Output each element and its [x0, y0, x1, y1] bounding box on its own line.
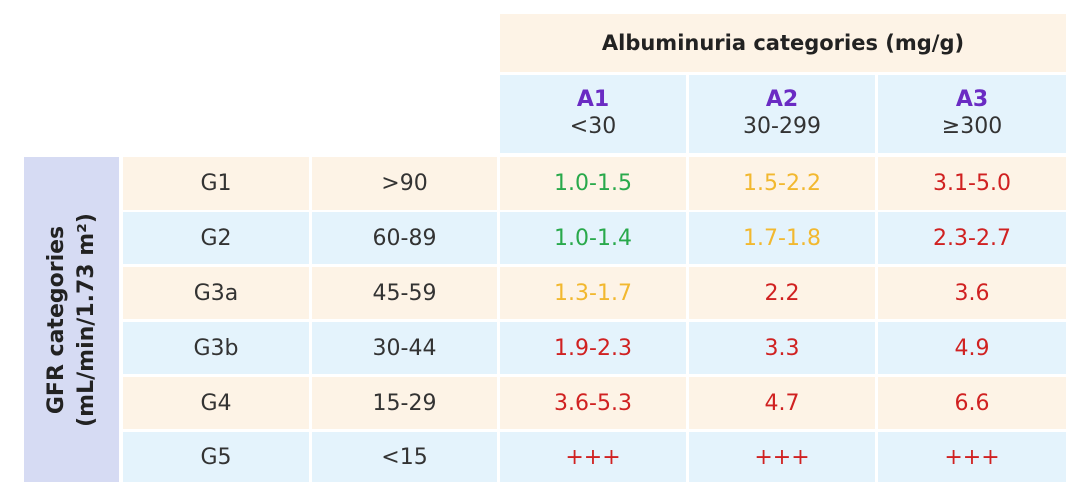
risk-value-cell: 2.3-2.7 — [878, 212, 1066, 264]
risk-value-cell: 3.6-5.3 — [500, 377, 686, 429]
risk-value-cell: +++ — [500, 432, 686, 482]
gfr-category-cell: G4 — [123, 377, 309, 429]
gfr-range-cell: 15-29 — [312, 377, 497, 429]
column-header-a2: A2 30-299 — [689, 75, 875, 153]
gfr-range-cell: 30-44 — [312, 322, 497, 374]
risk-value-cell: 1.9-2.3 — [500, 322, 686, 374]
risk-value-cell: +++ — [878, 432, 1066, 482]
risk-value-cell: 1.0-1.4 — [500, 212, 686, 264]
column-code: A3 — [955, 87, 989, 112]
gfr-range-cell: >90 — [312, 157, 497, 210]
risk-value-cell: 1.7-1.8 — [689, 212, 875, 264]
gfr-title-line1: GFR categories — [43, 225, 69, 414]
risk-value-cell: 3.1-5.0 — [878, 157, 1066, 210]
gfr-category-cell: G2 — [123, 212, 309, 264]
gfr-range-cell: <15 — [312, 432, 497, 482]
gfr-category-cell: G1 — [123, 157, 309, 210]
gfr-categories-label: GFR categories (mL/min/1.73 m²) — [42, 213, 102, 427]
risk-value-cell: 1.3-1.7 — [500, 267, 686, 319]
risk-value-cell: 3.3 — [689, 322, 875, 374]
column-code: A1 — [576, 87, 610, 112]
gfr-range-cell: 60-89 — [312, 212, 497, 264]
gfr-range-cell: 45-59 — [312, 267, 497, 319]
risk-value-cell: 1.5-2.2 — [689, 157, 875, 210]
risk-value-cell: 1.0-1.5 — [500, 157, 686, 210]
risk-value-cell: 4.7 — [689, 377, 875, 429]
column-header-a1: A1 <30 — [500, 75, 686, 153]
risk-value-cell: +++ — [689, 432, 875, 482]
gfr-category-cell: G3b — [123, 322, 309, 374]
gfr-category-cell: G5 — [123, 432, 309, 482]
gfr-categories-header: GFR categories (mL/min/1.73 m²) — [24, 157, 119, 482]
risk-value-cell: 2.2 — [689, 267, 875, 319]
albuminuria-categories-header: Albuminuria categories (mg/g) — [500, 14, 1066, 72]
risk-value-cell: 3.6 — [878, 267, 1066, 319]
column-range: 30-299 — [743, 114, 821, 139]
gfr-category-cell: G3a — [123, 267, 309, 319]
column-range: <30 — [569, 114, 617, 139]
column-header-a3: A3 ≥300 — [878, 75, 1066, 153]
gfr-title-line2: (mL/min/1.73 m²) — [73, 212, 99, 427]
column-code: A2 — [765, 87, 799, 112]
column-range: ≥300 — [941, 114, 1003, 139]
risk-value-cell: 4.9 — [878, 322, 1066, 374]
risk-value-cell: 6.6 — [878, 377, 1066, 429]
